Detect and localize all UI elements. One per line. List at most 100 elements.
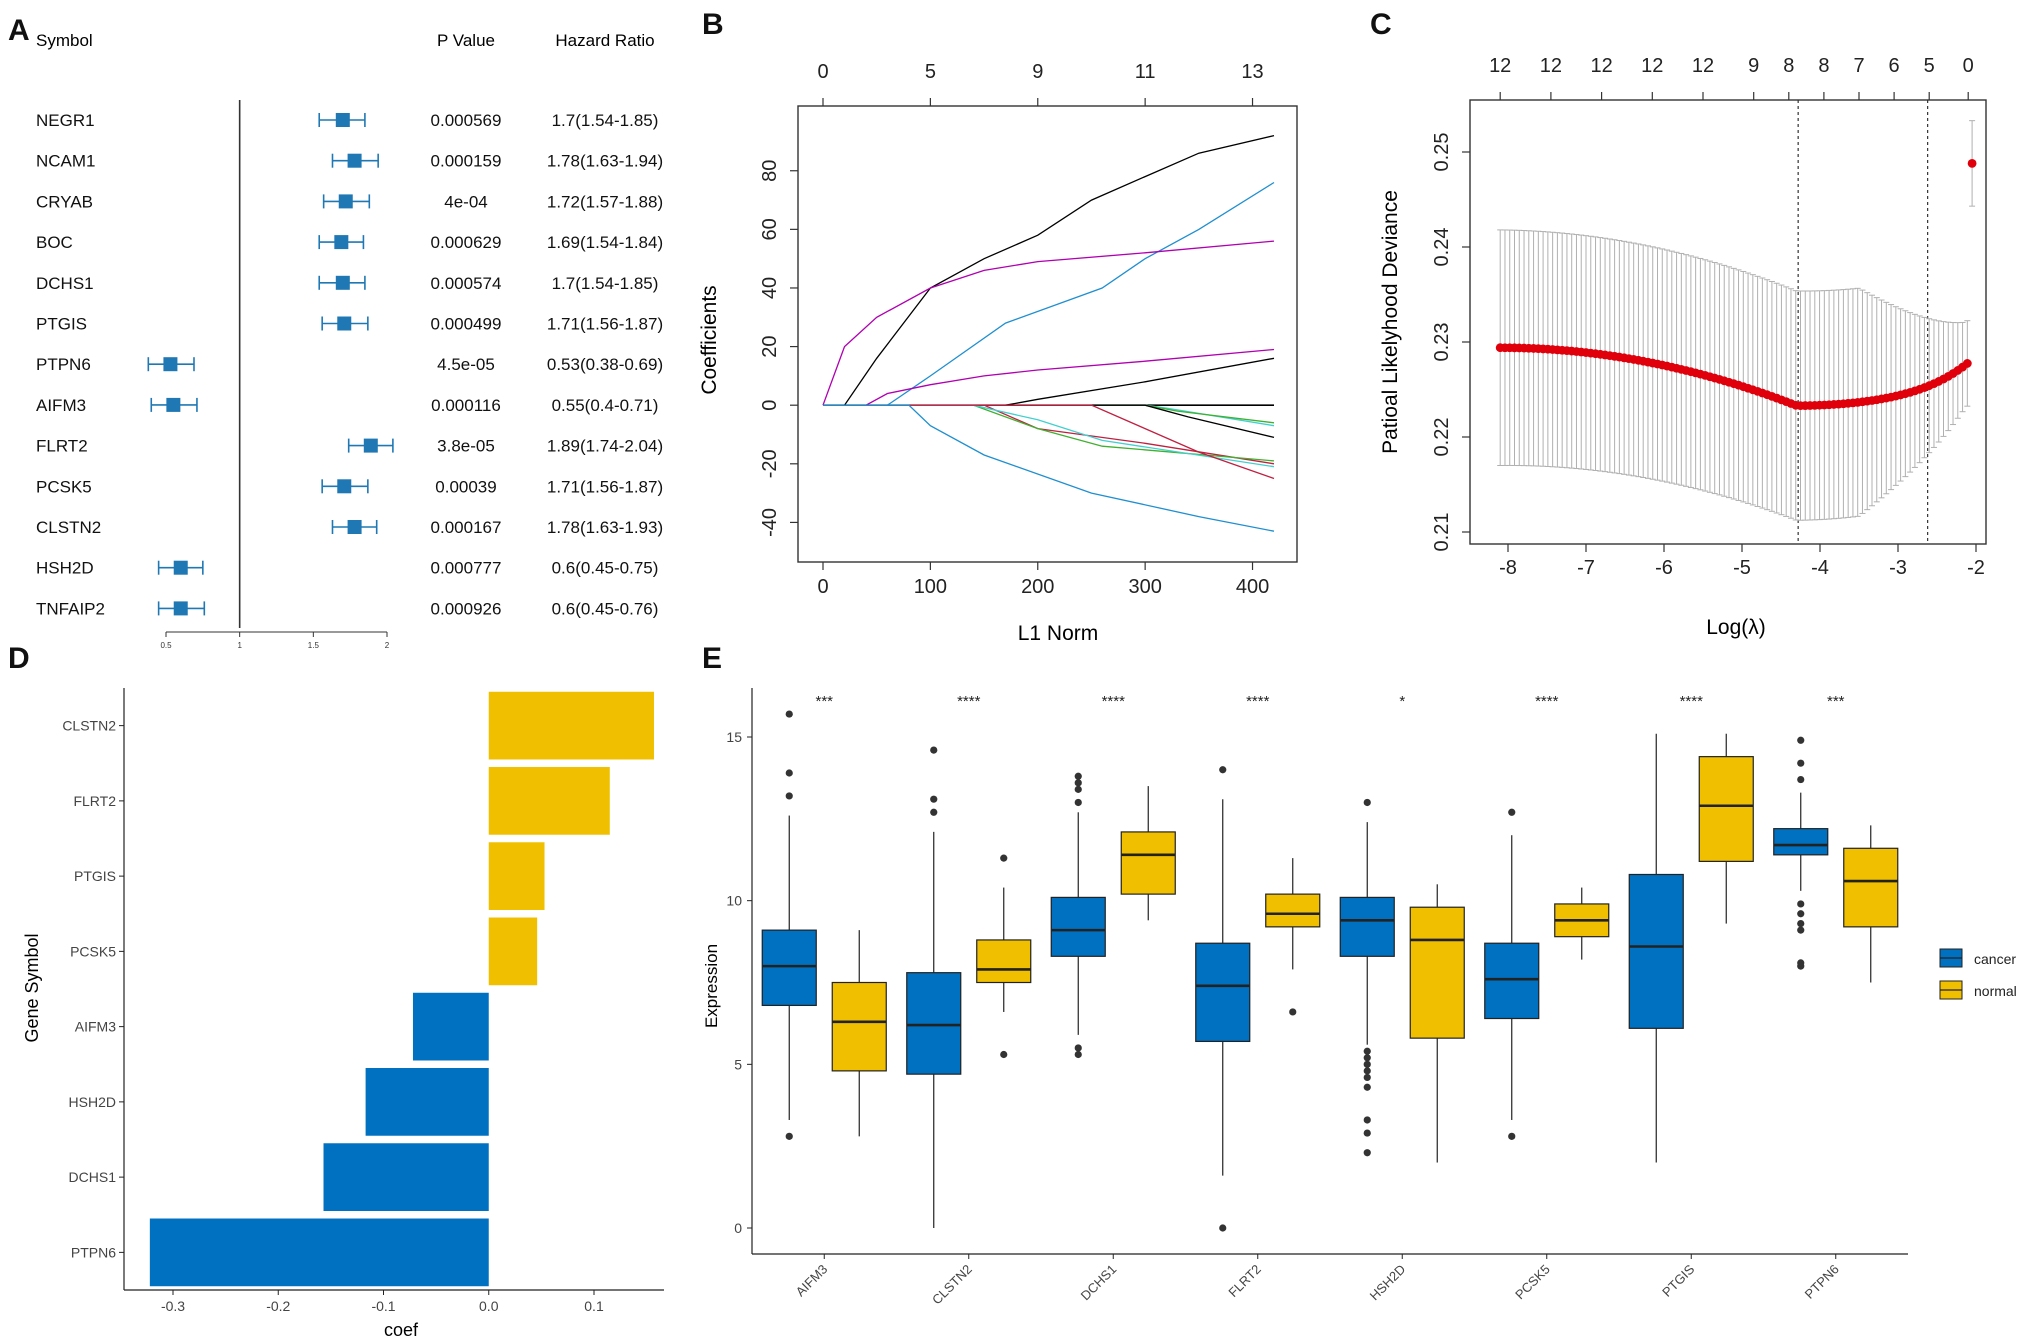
panel-label-b: B — [702, 8, 724, 41]
panel-label-a: A — [8, 14, 30, 47]
c-x-tick-label: -6 — [1655, 557, 1673, 579]
c-xlabel: Log(λ) — [1706, 616, 1766, 639]
coef-path-black-neg — [823, 404, 1275, 439]
e-outlier — [1363, 1129, 1371, 1137]
e-outlier — [1797, 926, 1805, 934]
row-hazard-ratio: 1.69(1.54-1.84) — [547, 233, 663, 252]
coef-path-black-mid — [823, 357, 1275, 406]
hr-point — [335, 113, 350, 127]
header-hazard-ratio: Hazard Ratio — [555, 31, 654, 50]
c-ylabel: Patioal Likelyhood Deviance — [1379, 190, 1402, 454]
b-top-tick-label: 11 — [1135, 61, 1156, 83]
row-symbol: NEGR1 — [36, 111, 95, 130]
d-ylabel: Gene Symbol — [22, 933, 42, 1042]
e-significance-label: *** — [1827, 693, 1845, 710]
row-pvalue: 0.000926 — [431, 599, 502, 618]
coef-bar-chart: coef Gene Symbol CLSTN2 FLRT2 PTGIS PCSK5 AI… — [22, 688, 664, 1340]
hr-point — [166, 397, 181, 412]
e-outlier — [930, 746, 938, 754]
c-top-tick-label: 12 — [1590, 55, 1612, 77]
row-hazard-ratio: 0.53(0.38-0.69) — [547, 355, 663, 374]
forest-plot: Symbol P Value Hazard Ratio 0.5 1 1.5 2 NEGR… — [36, 31, 663, 650]
hr-point — [335, 275, 350, 290]
e-outlier — [1074, 798, 1082, 807]
hr-point — [363, 438, 378, 453]
row-pvalue: 0.000569 — [431, 111, 502, 130]
row-hazard-ratio: 1.78(1.63-1.94) — [547, 152, 663, 171]
c-top-tick-label: 12 — [1540, 55, 1562, 77]
coef-bar-aifm3 — [412, 992, 489, 1061]
b-top-tick-label: 5 — [925, 61, 936, 83]
b-plot-frame — [797, 105, 1298, 563]
c-x-tick-label: -2 — [1967, 557, 1985, 579]
e-y-tick-label: 10 — [726, 893, 742, 909]
e-y-tick-label: 15 — [726, 729, 742, 745]
hr-point — [338, 194, 353, 209]
e-significance-label: **** — [1246, 693, 1270, 710]
e-box-cancer — [1628, 873, 1684, 1029]
row-pvalue: 0.000167 — [431, 518, 502, 537]
row-pvalue: 0.000499 — [431, 315, 502, 334]
row-hazard-ratio: 1.7(1.54-1.85) — [552, 274, 659, 293]
e-outlier — [1363, 1047, 1371, 1055]
e-y-tick-label: 0 — [734, 1220, 742, 1236]
e-outlier — [1797, 759, 1805, 767]
forest-tick-label: 1.5 — [308, 641, 320, 650]
e-category-label: PTGIS — [1659, 1261, 1697, 1299]
e-outlier — [1074, 785, 1082, 793]
row-symbol: BOC — [36, 233, 73, 252]
row-hazard-ratio: 1.71(1.56-1.87) — [547, 315, 663, 334]
c-x-tick-label: -4 — [1811, 557, 1829, 579]
d-x-tick-label: -0.3 — [161, 1298, 185, 1314]
coef-bar-hsh2d — [365, 1068, 489, 1136]
hr-point — [337, 479, 352, 494]
c-top-tick-label: 5 — [1924, 55, 1935, 77]
e-outlier — [1797, 919, 1805, 928]
c-top-tick-label: 8 — [1818, 55, 1829, 77]
e-significance-label: **** — [1102, 693, 1126, 710]
header-symbol: Symbol — [36, 31, 93, 50]
forest-tick-label: 2 — [385, 641, 390, 650]
e-outlier — [1363, 1116, 1371, 1124]
row-pvalue: 0.000116 — [431, 396, 501, 415]
d-x-tick-label: -0.1 — [371, 1298, 395, 1314]
panel-label-c: C — [1370, 8, 1392, 41]
e-significance-label: **** — [1680, 693, 1704, 710]
d-x-tick-label: 0.0 — [479, 1298, 499, 1314]
e-outlier — [1797, 736, 1805, 744]
e-category-label: PCSK5 — [1512, 1262, 1553, 1303]
e-outlier — [1074, 772, 1082, 780]
b-y-tick-label: 20 — [759, 335, 781, 357]
c-top-tick-label: 9 — [1748, 55, 1759, 77]
b-y-tick-label: 80 — [759, 160, 781, 182]
e-outlier — [1074, 1044, 1082, 1052]
e-category-label: FLRT2 — [1225, 1262, 1264, 1301]
row-hazard-ratio: 1.72(1.57-1.88) — [547, 192, 663, 211]
e-box-cancer — [906, 972, 962, 1075]
c-top-tick-label: 6 — [1889, 55, 1900, 77]
e-outlier — [1074, 1050, 1082, 1059]
e-significance-label: * — [1399, 693, 1405, 710]
e-outlier — [1797, 959, 1805, 967]
row-pvalue: 0.000159 — [431, 152, 502, 171]
e-significance-label: *** — [815, 693, 833, 710]
c-x-tick-label: -7 — [1577, 557, 1595, 579]
row-symbol: NCAM1 — [36, 152, 96, 171]
c-plot-frame — [1469, 99, 1987, 545]
row-symbol: FLRT2 — [36, 437, 88, 456]
row-hazard-ratio: 0.6(0.45-0.75) — [552, 559, 659, 578]
e-category-label: PTPN6 — [1802, 1262, 1842, 1302]
e-box-normal — [1120, 831, 1176, 895]
c-y-tick-label: 0.24 — [1431, 228, 1453, 267]
e-category-label: HSH2D — [1367, 1262, 1409, 1304]
b-top-tick-label: 9 — [1032, 61, 1043, 83]
row-symbol: CLSTN2 — [36, 518, 101, 537]
e-box-normal — [1843, 847, 1899, 928]
row-symbol: DCHS1 — [36, 274, 94, 293]
e-outlier — [1363, 1073, 1371, 1082]
e-significance-label: **** — [957, 693, 981, 710]
coef-path-blue-down — [823, 404, 1275, 532]
d-x-tick-label: -0.2 — [266, 1298, 290, 1314]
coef-path-purple-top — [822, 240, 1275, 406]
